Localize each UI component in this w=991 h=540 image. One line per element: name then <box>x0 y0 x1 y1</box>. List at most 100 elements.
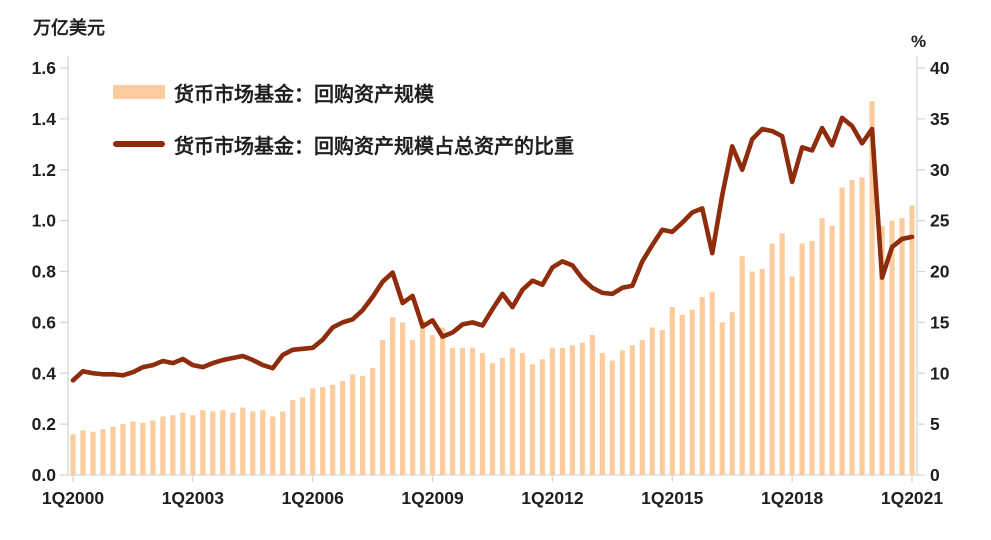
bar <box>429 335 436 475</box>
right-axis-tick-label: 30 <box>930 160 950 180</box>
legend-item-repo-share: 货币市场基金：回购资产规模占总资产的比重 <box>113 132 574 158</box>
bar <box>180 412 186 475</box>
bar <box>839 187 845 475</box>
bar <box>260 410 266 475</box>
bar <box>220 410 226 475</box>
bar <box>400 322 406 476</box>
bar <box>499 357 506 475</box>
bar <box>90 431 96 475</box>
bar <box>879 225 885 475</box>
right-axis-tick-label: 35 <box>930 109 950 129</box>
bar <box>419 319 426 475</box>
bar <box>489 363 496 475</box>
bar <box>809 240 815 475</box>
bar <box>360 375 366 475</box>
bar <box>729 312 735 475</box>
bar <box>699 296 705 475</box>
right-axis-tick-label: 5 <box>930 414 940 434</box>
bar <box>799 243 805 475</box>
left-axis-tick-label: 0.4 <box>32 363 57 383</box>
bar <box>160 416 166 475</box>
x-axis-tick-label: 1Q2009 <box>401 488 464 508</box>
bar <box>589 335 595 475</box>
bar <box>200 410 206 475</box>
bar <box>599 352 605 475</box>
x-axis-tick-label: 1Q2006 <box>282 488 345 508</box>
right-axis-tick-label: 15 <box>930 312 950 332</box>
bar <box>619 350 625 475</box>
bar <box>350 374 356 475</box>
bar <box>769 243 775 475</box>
bar <box>519 352 526 475</box>
left-axis-tick-label: 1.0 <box>32 211 57 231</box>
bar <box>240 407 246 475</box>
bar <box>529 364 536 475</box>
bar <box>70 434 76 475</box>
bar <box>849 179 855 475</box>
bar <box>310 388 316 475</box>
bar <box>659 330 665 475</box>
right-axis-tick-label: 0 <box>930 465 940 485</box>
left-axis-tick-label: 1.4 <box>32 109 57 129</box>
bar <box>579 342 585 475</box>
left-axis-tick-label: 0.6 <box>32 312 57 332</box>
bar <box>80 430 86 475</box>
legend-label-repo-share: 货币市场基金：回购资产规模占总资产的比重 <box>174 135 574 158</box>
right-axis-title: % <box>911 32 927 51</box>
bar <box>649 327 655 475</box>
right-axis-tick-label: 20 <box>930 262 950 282</box>
bar <box>759 268 765 475</box>
bar <box>270 416 276 475</box>
bar <box>469 347 476 475</box>
repo-share-line <box>70 115 915 383</box>
bar <box>110 426 116 475</box>
bar <box>210 411 216 475</box>
bar <box>679 314 685 475</box>
repo-assets-bars <box>70 101 915 476</box>
line-series-swatch <box>113 141 165 147</box>
left-axis-ticks: 0.0 0.2 0.4 0.6 0.8 1.0 1.2 1.4 1.6 <box>32 58 68 485</box>
bar <box>669 307 675 475</box>
right-axis-tick-label: 10 <box>930 363 950 383</box>
bar <box>639 340 645 475</box>
x-axis-tick-label: 1Q2021 <box>881 488 944 508</box>
bar <box>250 411 256 475</box>
right-axis-ticks: 0 5 10 15 20 25 30 35 40 <box>917 58 950 485</box>
bar <box>459 347 466 475</box>
bar <box>789 276 795 475</box>
bar <box>859 177 865 475</box>
right-axis-tick-label: 25 <box>930 211 950 231</box>
x-axis-tick-label: 1Q2000 <box>42 488 105 508</box>
bar <box>749 271 755 475</box>
bar <box>280 411 286 475</box>
bar <box>120 424 126 476</box>
bar <box>390 317 396 475</box>
bar <box>629 345 635 475</box>
left-axis-tick-label: 1.2 <box>32 160 57 180</box>
bar <box>829 225 835 475</box>
bar <box>569 345 575 475</box>
left-axis-tick-label: 0.2 <box>32 414 57 434</box>
bar <box>100 429 106 475</box>
bar <box>559 347 566 475</box>
x-axis-tick-label: 1Q2018 <box>761 488 824 508</box>
left-axis-tick-label: 1.6 <box>32 58 57 78</box>
legend-item-repo-assets: 货币市场基金：回购资产规模 <box>113 80 574 106</box>
bar <box>719 322 725 476</box>
bar <box>709 291 715 475</box>
bar <box>410 340 416 475</box>
x-axis-tick-label: 1Q2012 <box>521 488 584 508</box>
bar <box>170 415 176 475</box>
bar <box>340 380 346 475</box>
bar <box>539 359 546 475</box>
bar <box>140 422 146 475</box>
bar <box>130 421 136 475</box>
bar <box>819 218 825 475</box>
bar <box>190 415 196 475</box>
bar <box>899 218 905 475</box>
bar <box>230 412 236 475</box>
x-axis-ticks: 1Q2000 1Q2003 1Q2006 1Q2009 1Q2012 1Q2015 1Q20… <box>42 475 944 508</box>
bar <box>320 387 326 475</box>
bar <box>509 347 516 475</box>
bar <box>609 360 615 475</box>
